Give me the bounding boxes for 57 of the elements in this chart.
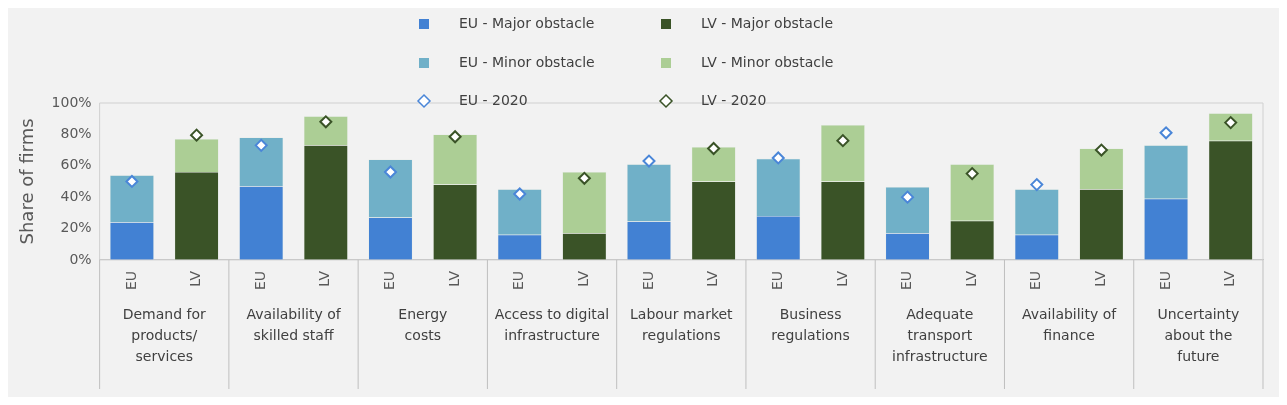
legend-label: EU - 2020 — [459, 91, 528, 108]
x-tick-label: LV — [1221, 270, 1238, 287]
y-tick-label: 60% — [60, 156, 92, 173]
point — [254, 138, 268, 152]
text: Demand for products/ services — [122, 305, 207, 364]
point — [448, 130, 462, 144]
point — [1094, 143, 1108, 157]
legend-label: EU - Minor obstacle — [459, 53, 595, 70]
point — [190, 128, 204, 142]
point — [577, 171, 591, 185]
legend-label: LV - Minor obstacle — [701, 53, 834, 70]
legend-label: EU - Major obstacle — [459, 14, 595, 31]
x-tick-label: EU — [122, 270, 139, 290]
point — [319, 115, 333, 129]
x-tick-label: EU — [381, 270, 398, 290]
x-tick-label: EU — [251, 270, 268, 290]
text: Availability of finance — [1021, 305, 1118, 343]
point — [707, 142, 721, 155]
text: Availability of skilled staff — [246, 305, 342, 343]
point — [771, 151, 785, 165]
x-tick-label: LV — [704, 270, 721, 287]
x-tick-label: EU — [1156, 270, 1173, 290]
y-tick-label: 100% — [51, 93, 92, 110]
y-axis-title: Share of firms — [16, 118, 38, 245]
y-tick-label: 40% — [60, 187, 92, 204]
x-tick-label: EU — [768, 270, 785, 290]
text: Uncertainty about the future — [1157, 305, 1240, 364]
x-tick-label: LV — [962, 270, 979, 287]
point — [642, 154, 656, 168]
point — [836, 134, 850, 148]
point — [965, 167, 979, 181]
text: Energy costs — [398, 305, 448, 343]
text: Business regulations — [771, 305, 850, 343]
x-tick-label: LV — [316, 270, 333, 287]
x-tick-label: LV — [445, 270, 462, 287]
x-tick-label: EU — [510, 270, 527, 290]
text: Labour market regulations — [630, 305, 734, 343]
x-tick-label: LV — [833, 270, 850, 287]
x-tick-label: EU — [898, 270, 915, 290]
x-tick-label: EU — [1027, 270, 1044, 290]
y-tick-label: 0% — [69, 250, 92, 267]
text: Access to digital infrastructure — [494, 305, 610, 343]
y-tick-label: 20% — [60, 219, 92, 236]
point — [383, 165, 397, 179]
x-tick-label: LV — [1092, 270, 1109, 287]
x-tick-label: LV — [187, 270, 204, 287]
point — [1159, 126, 1173, 140]
point — [901, 190, 915, 204]
x-tick-label: EU — [639, 270, 656, 290]
point — [125, 174, 139, 188]
point — [513, 187, 527, 201]
point — [1030, 178, 1044, 192]
y-tick-label: 80% — [60, 125, 92, 142]
text: Adequate transport infrastructure — [892, 305, 988, 364]
legend-label: LV - 2020 — [701, 91, 767, 108]
x-tick-label: LV — [575, 270, 591, 287]
legend-label: LV - Major obstacle — [701, 14, 834, 31]
